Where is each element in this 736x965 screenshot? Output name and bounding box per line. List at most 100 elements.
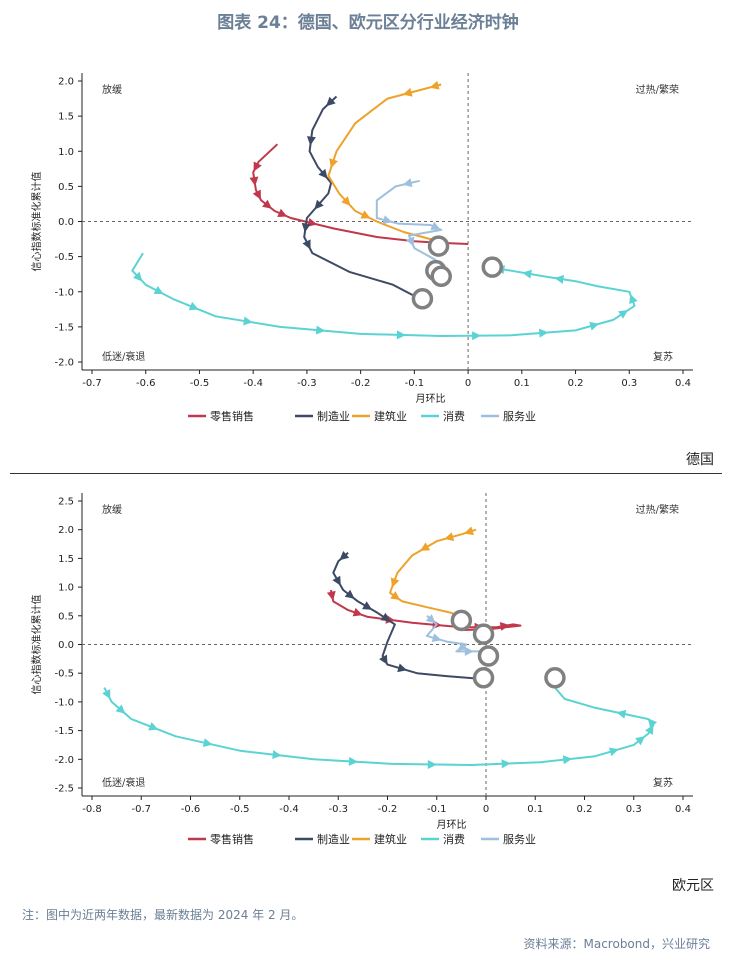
series-arrow: [390, 591, 401, 600]
series-arrow: [360, 210, 371, 219]
series-arrow: [379, 654, 388, 665]
x-tick-label: -0.6: [181, 804, 201, 815]
x-tick-label: -0.7: [131, 804, 151, 815]
x-tick-label: -0.3: [328, 804, 348, 815]
x-tick-label: 0.1: [514, 378, 530, 389]
legend-label: 服务业: [503, 833, 536, 846]
series-line-建筑业: [327, 83, 442, 247]
x-tick-label: 0.4: [675, 804, 691, 815]
legend-label: 消费: [443, 409, 465, 423]
latest-point-marker: [430, 265, 452, 288]
x-tick-label: -0.5: [230, 804, 250, 815]
y-tick-label: -1.0: [54, 287, 74, 298]
series-arrow: [554, 274, 565, 284]
y-axis-label: 信心指数标准化累计值: [30, 595, 43, 695]
series-arrow: [253, 161, 262, 172]
section-divider: [10, 473, 722, 474]
x-tick-label: 0: [465, 378, 471, 389]
x-tick-label: 0.4: [675, 378, 691, 389]
y-tick-label: -1.5: [54, 322, 74, 333]
x-tick-label: -0.2: [351, 378, 371, 389]
x-tick-label: 0.1: [527, 804, 543, 815]
y-tick-label: -0.5: [54, 669, 74, 680]
quadrant-label-overheat: 过热/繁荣: [636, 83, 679, 96]
quadrant-label-recession: 低迷/衰退: [102, 776, 145, 789]
series-arrow: [608, 747, 619, 757]
series-arrow: [272, 750, 282, 760]
series-arrow: [277, 208, 288, 218]
x-axis-label: 月环比: [415, 393, 445, 405]
series-line-零售销售: [329, 589, 522, 632]
quadrant-label-recession: 低迷/衰退: [102, 350, 145, 363]
x-tick-label: -0.7: [82, 378, 102, 389]
quadrant-label-slowdown: 放缓: [102, 83, 122, 96]
latest-point-marker: [544, 667, 566, 689]
series-arrow: [635, 736, 646, 746]
series-arrow: [301, 222, 311, 233]
y-tick-label: 0.0: [58, 640, 74, 651]
series-arrow: [431, 633, 442, 643]
series-arrow: [430, 221, 441, 230]
series-arrow: [501, 759, 511, 769]
y-tick-label: 1.5: [58, 554, 74, 565]
eurozone-chart: -0.8 -0.7 -0.6 -0.5 -0.4 -0.3 -0.2 -0.1 0 0.1 0.2 0…: [30, 493, 693, 846]
series-arrow: [302, 239, 311, 250]
series-arrow: [538, 328, 549, 338]
series-arrow: [115, 704, 126, 714]
y-tick-label: 0.5: [58, 182, 74, 193]
series-arrow: [427, 759, 437, 769]
series-arrow: [262, 199, 272, 209]
y-tick-label: 2.0: [58, 77, 74, 88]
series-arrow: [457, 641, 468, 651]
series-line-消费: [131, 252, 636, 337]
series-arrow: [306, 136, 316, 146]
x-tick-label: 0.3: [621, 378, 637, 389]
x-tick-label: -0.2: [378, 804, 398, 815]
series-arrow: [352, 607, 363, 617]
series-arrow: [464, 646, 474, 656]
series-arrow: [249, 176, 259, 187]
x-tick-label: -0.3: [297, 378, 317, 389]
series-arrow: [132, 271, 143, 282]
series-arrow: [188, 301, 199, 311]
legend-label: 制造业: [317, 409, 350, 423]
y-tick-label: 0.0: [58, 217, 74, 228]
series-arrow: [344, 589, 355, 599]
series-arrow: [315, 325, 326, 335]
series-arrow: [616, 709, 627, 719]
y-tick-label: 0.5: [58, 611, 74, 622]
germany-region-label: 德国: [686, 452, 714, 468]
latest-point-marker: [450, 609, 473, 632]
legend-label: 零售销售: [210, 832, 254, 846]
series-arrow: [348, 756, 358, 766]
series-arrow: [589, 321, 600, 331]
y-tick-label: 2.0: [58, 525, 74, 536]
series-arrow: [402, 178, 413, 188]
y-tick-label: -2.0: [54, 755, 74, 766]
series-arrow: [397, 663, 408, 673]
series-arrow: [645, 724, 654, 735]
series-arrow: [326, 96, 336, 107]
series-line-建筑业: [389, 528, 477, 620]
series-line-制造业: [332, 551, 482, 680]
series-arrow: [382, 215, 393, 225]
series-arrow: [329, 158, 338, 169]
series-arrow: [326, 590, 336, 601]
series-line-服务业: [425, 615, 487, 657]
x-tick-label: 0.2: [568, 378, 584, 389]
series-arrow: [647, 718, 658, 728]
quadrant-label-slowdown: 放缓: [102, 503, 122, 516]
series-line-制造业: [303, 95, 421, 300]
latest-point-marker: [477, 645, 500, 667]
series-arrow: [464, 526, 474, 536]
figure-title: 图表 24：德国、欧元区分行业经济时钟: [217, 13, 519, 33]
series-arrow: [148, 722, 159, 731]
series-line-消费: [103, 686, 655, 766]
legend-label: 消费: [443, 832, 465, 846]
x-tick-label: -0.5: [190, 378, 210, 389]
quadrant-label-recovery: 复苏: [653, 350, 673, 363]
germany-chart: -0.7 -0.6 -0.5 -0.4 -0.3 -0.2 -0.1 0 0.1 0.2 0.3 0.…: [30, 73, 693, 423]
y-tick-label: 2.5: [58, 497, 74, 508]
series-arrow: [341, 196, 351, 206]
latest-point-marker: [472, 667, 495, 689]
